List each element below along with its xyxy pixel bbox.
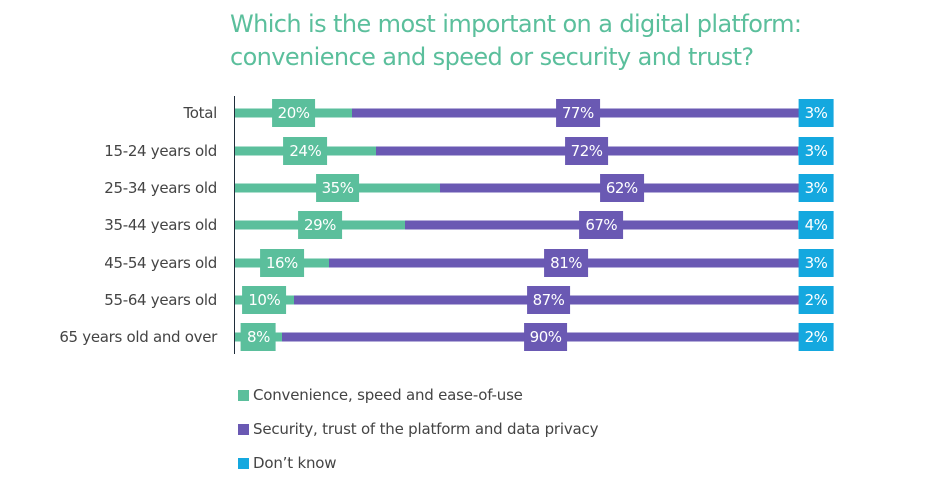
data-label-convenience: 29% <box>298 211 342 239</box>
data-label-security: 90% <box>523 323 568 351</box>
data-label-convenience: 16% <box>259 249 304 277</box>
category-label: 55-64 years old <box>104 291 217 309</box>
chart-title-line-1: Which is the most important on a digital… <box>230 10 802 38</box>
data-label-security: 62% <box>599 174 644 202</box>
y-axis-line <box>234 96 235 354</box>
data-label-convenience: 20% <box>271 99 316 127</box>
legend-item-security: Security, trust of the platform and data… <box>238 412 598 446</box>
legend-label: Don’t know <box>253 454 337 472</box>
data-label-security: 67% <box>579 211 624 239</box>
data-label-dont-know: 3% <box>798 137 834 165</box>
category-label: 35-44 years old <box>104 216 217 234</box>
chart-title: Which is the most important on a digital… <box>230 8 930 74</box>
category-label: 65 years old and over <box>59 328 217 346</box>
data-label-convenience: 10% <box>242 286 287 314</box>
legend: Convenience, speed and ease-of-use Securi… <box>238 378 598 480</box>
legend-swatch <box>238 389 249 401</box>
data-label-convenience: 24% <box>283 137 328 165</box>
legend-item-dont-know: Don’t know <box>238 446 598 480</box>
chart-title-line-2: convenience and speed or security and tr… <box>230 43 754 71</box>
category-label: 25-34 years old <box>104 179 217 197</box>
data-label-security: 87% <box>526 286 571 314</box>
data-label-dont-know: 3% <box>798 99 834 127</box>
data-label-dont-know: 2% <box>798 286 834 314</box>
data-label-convenience: 8% <box>241 323 276 351</box>
data-label-security: 72% <box>564 137 609 165</box>
legend-swatch <box>238 457 249 469</box>
category-label: 45-54 years old <box>104 254 217 272</box>
legend-label: Security, trust of the platform and data… <box>253 420 599 438</box>
data-label-dont-know: 4% <box>798 211 834 239</box>
data-label-dont-know: 3% <box>798 174 834 202</box>
category-label: 15-24 years old <box>104 142 217 160</box>
legend-item-convenience: Convenience, speed and ease-of-use <box>238 378 598 412</box>
data-label-dont-know: 3% <box>798 249 834 277</box>
category-label: Total <box>183 104 217 122</box>
data-label-security: 81% <box>544 249 588 277</box>
legend-label: Convenience, speed and ease-of-use <box>253 386 523 404</box>
data-label-security: 77% <box>555 99 600 127</box>
data-label-convenience: 35% <box>315 174 360 202</box>
data-label-dont-know: 2% <box>798 323 834 351</box>
legend-swatch <box>238 423 249 435</box>
